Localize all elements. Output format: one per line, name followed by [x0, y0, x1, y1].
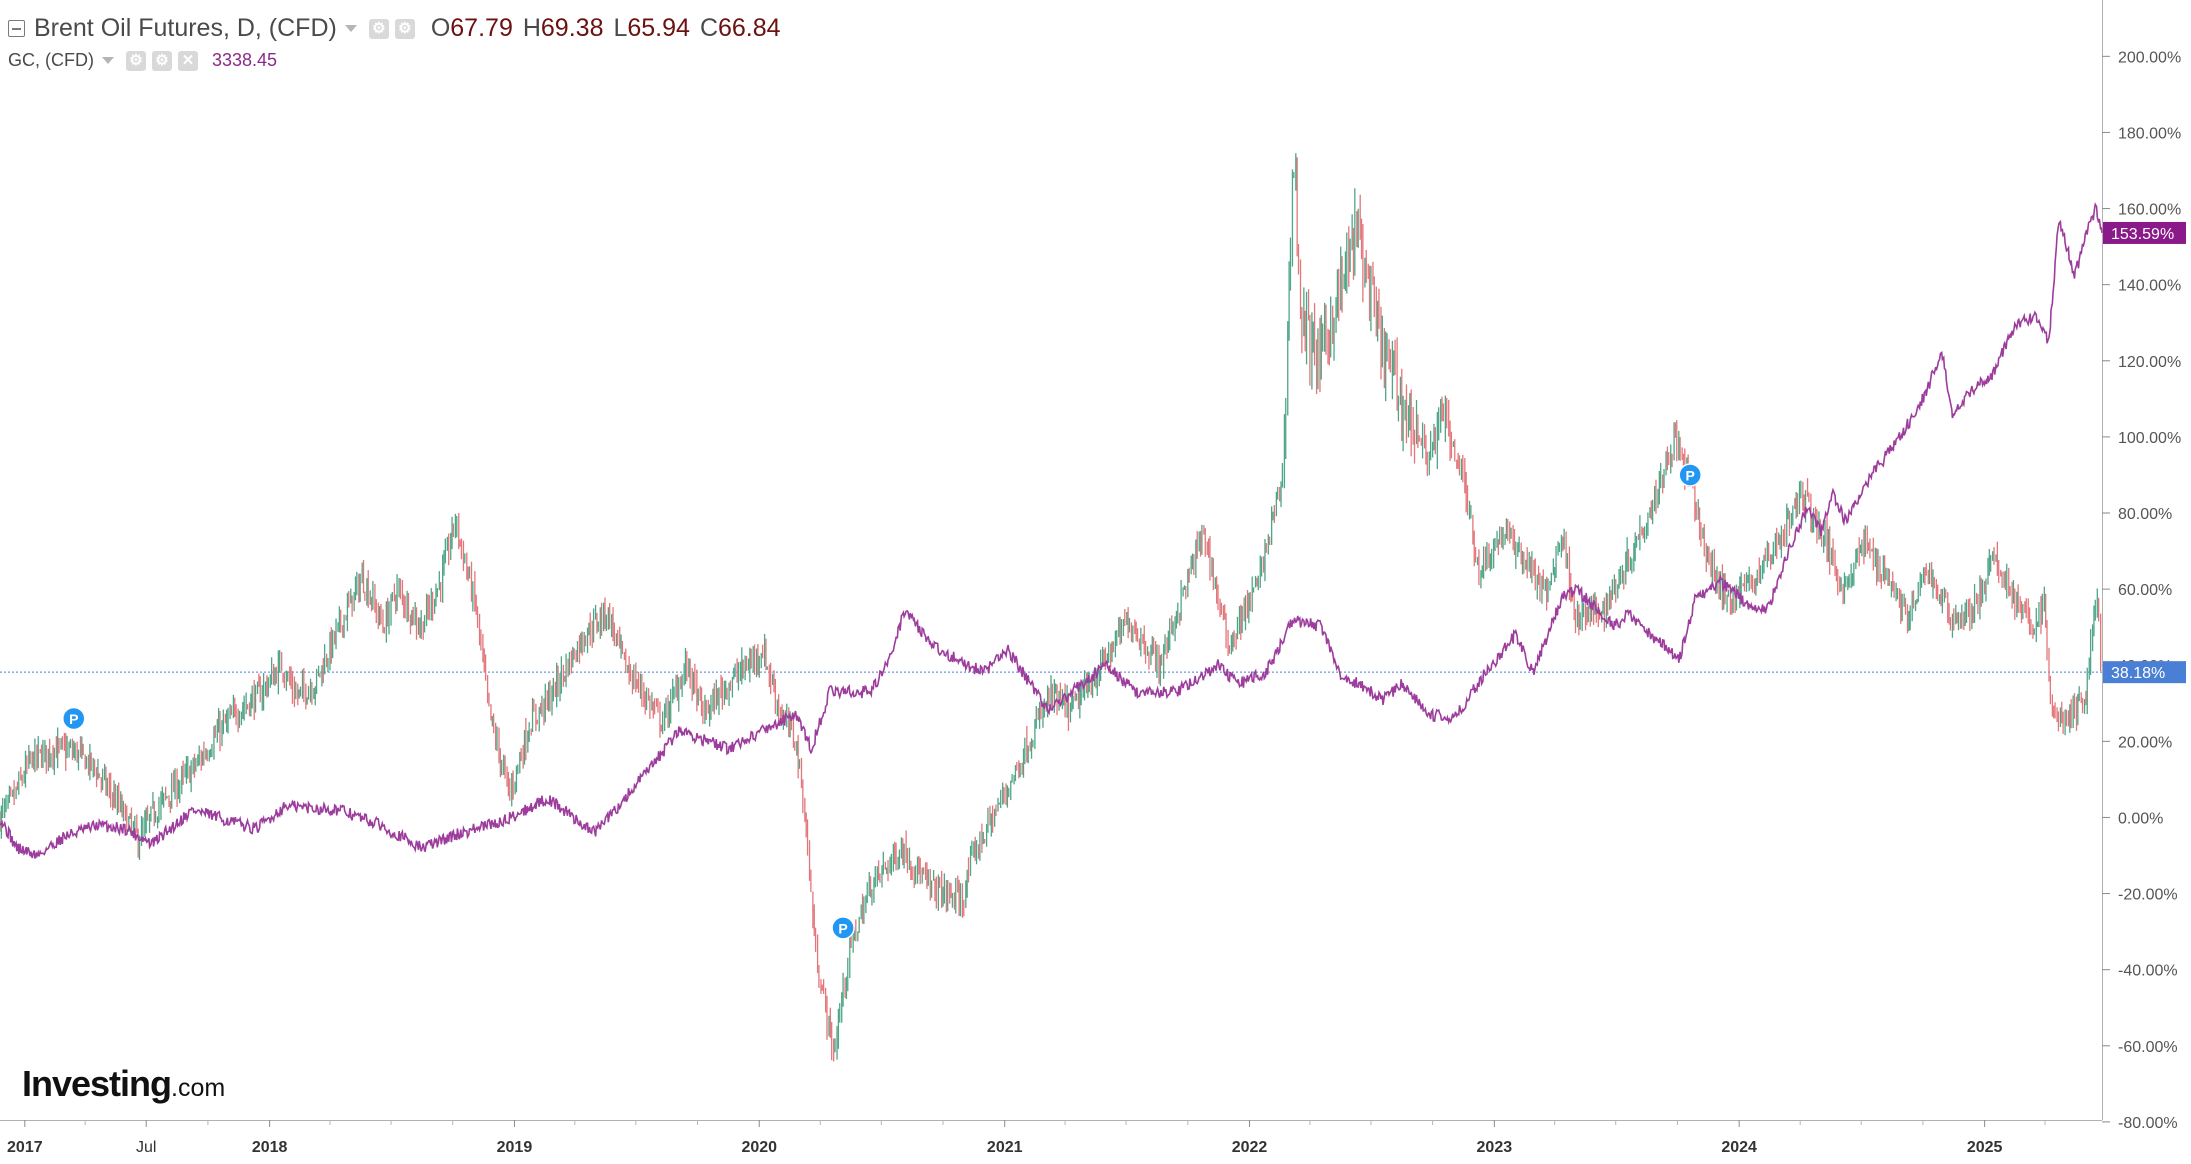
- y-tick-label: 160.00%: [2118, 202, 2181, 219]
- brent-last-value-label: 38.18%: [2111, 665, 2165, 682]
- ohlc-open-key: O: [430, 14, 451, 42]
- ohlc-high-key: H: [522, 14, 541, 42]
- gold-last-value-label-bg: [2103, 221, 2186, 244]
- y-tick-label: -20.00%: [2118, 887, 2178, 904]
- y-tick-label: -60.00%: [2118, 1039, 2178, 1056]
- gold-series-line: [0, 202, 2103, 859]
- event-marker-label: P: [1686, 467, 1695, 483]
- y-tick-label: 80.00%: [2118, 506, 2172, 523]
- gear-icon[interactable]: ⚙: [151, 50, 172, 71]
- x-tick-label: 2019: [497, 1139, 533, 1156]
- x-tick-label: 2023: [1477, 1139, 1513, 1156]
- ohlc-low-key: L: [613, 14, 628, 42]
- x-tick-label: 2018: [252, 1139, 288, 1156]
- x-tick-label: 2017: [7, 1139, 43, 1156]
- y-tick-label: 200.00%: [2118, 49, 2181, 66]
- y-tick-label: 60.00%: [2118, 582, 2172, 599]
- event-marker-p: P: [831, 916, 855, 940]
- x-tick-label: Jul: [136, 1139, 156, 1156]
- logo-name: Investing: [22, 1063, 172, 1104]
- x-tick-label: 2022: [1232, 1139, 1268, 1156]
- y-tick-label: 180.00%: [2118, 125, 2181, 142]
- x-tick-label: 2021: [987, 1139, 1023, 1156]
- legend-main-row: Brent Oil Futures, D, (CFD) ⚙ ⚙ O 67.79 H…: [8, 14, 781, 43]
- price-label-layer: 153.59% 38.18%: [2103, 221, 2186, 684]
- ohlc-open-value: 67.79: [450, 14, 513, 42]
- chevron-down-icon[interactable]: [344, 25, 357, 32]
- event-marker-circle: [62, 706, 86, 731]
- legend-main-title[interactable]: Brent Oil Futures, D, (CFD): [34, 14, 337, 42]
- x-tick-label: 2025: [1967, 1139, 2003, 1156]
- x-tick-label: 2024: [1721, 1139, 1757, 1156]
- collapse-icon[interactable]: [8, 20, 25, 37]
- settings-icon[interactable]: ⚙: [368, 18, 389, 39]
- close-icon[interactable]: ✕: [177, 50, 198, 71]
- logo-suffix: .com: [171, 1074, 226, 1102]
- ohlc-close-value: 66.84: [718, 14, 781, 42]
- x-tick-label: 2020: [741, 1139, 777, 1156]
- chevron-down-icon[interactable]: [101, 57, 114, 64]
- event-marker-p: P: [1678, 463, 1702, 487]
- event-marker-p: P: [62, 706, 86, 731]
- legend-overlay-row: GC, (CFD) ⚙ ⚙ ✕ 3338.45: [8, 50, 277, 71]
- y-tick-label: 140.00%: [2118, 278, 2181, 295]
- y-tick-label: -40.00%: [2118, 963, 2178, 980]
- y-tick-label: 20.00%: [2118, 734, 2172, 751]
- ohlc-high-value: 69.38: [540, 14, 604, 42]
- settings-icon[interactable]: ⚙: [125, 50, 146, 71]
- y-tick-label: 100.00%: [2118, 430, 2181, 447]
- brent-candles-layer: [0, 153, 2102, 1062]
- marker-layer: P P P: [62, 463, 1702, 940]
- event-marker-circle: [1678, 463, 1702, 487]
- event-marker-label: P: [69, 711, 78, 727]
- investing-logo: Investing.com: [22, 1063, 225, 1105]
- event-marker-circle: [831, 916, 855, 940]
- y-tick-label: -80.00%: [2118, 1115, 2178, 1132]
- y-tick-label: 120.00%: [2118, 354, 2181, 371]
- gear-icon[interactable]: ⚙: [394, 18, 415, 39]
- gold-line-layer: [0, 202, 2103, 859]
- y-tick-label: 0.00%: [2118, 810, 2163, 827]
- legend-overlay-value: 3338.45: [211, 50, 278, 70]
- brent-last-value-label-bg: [2103, 661, 2186, 684]
- gold-last-value-label: 153.59%: [2111, 226, 2174, 243]
- ohlc-low-value: 65.94: [627, 14, 690, 42]
- event-marker-label: P: [838, 920, 847, 936]
- legend-overlay-symbol[interactable]: GC, (CFD): [8, 50, 94, 70]
- ohlc-close-key: C: [699, 14, 718, 42]
